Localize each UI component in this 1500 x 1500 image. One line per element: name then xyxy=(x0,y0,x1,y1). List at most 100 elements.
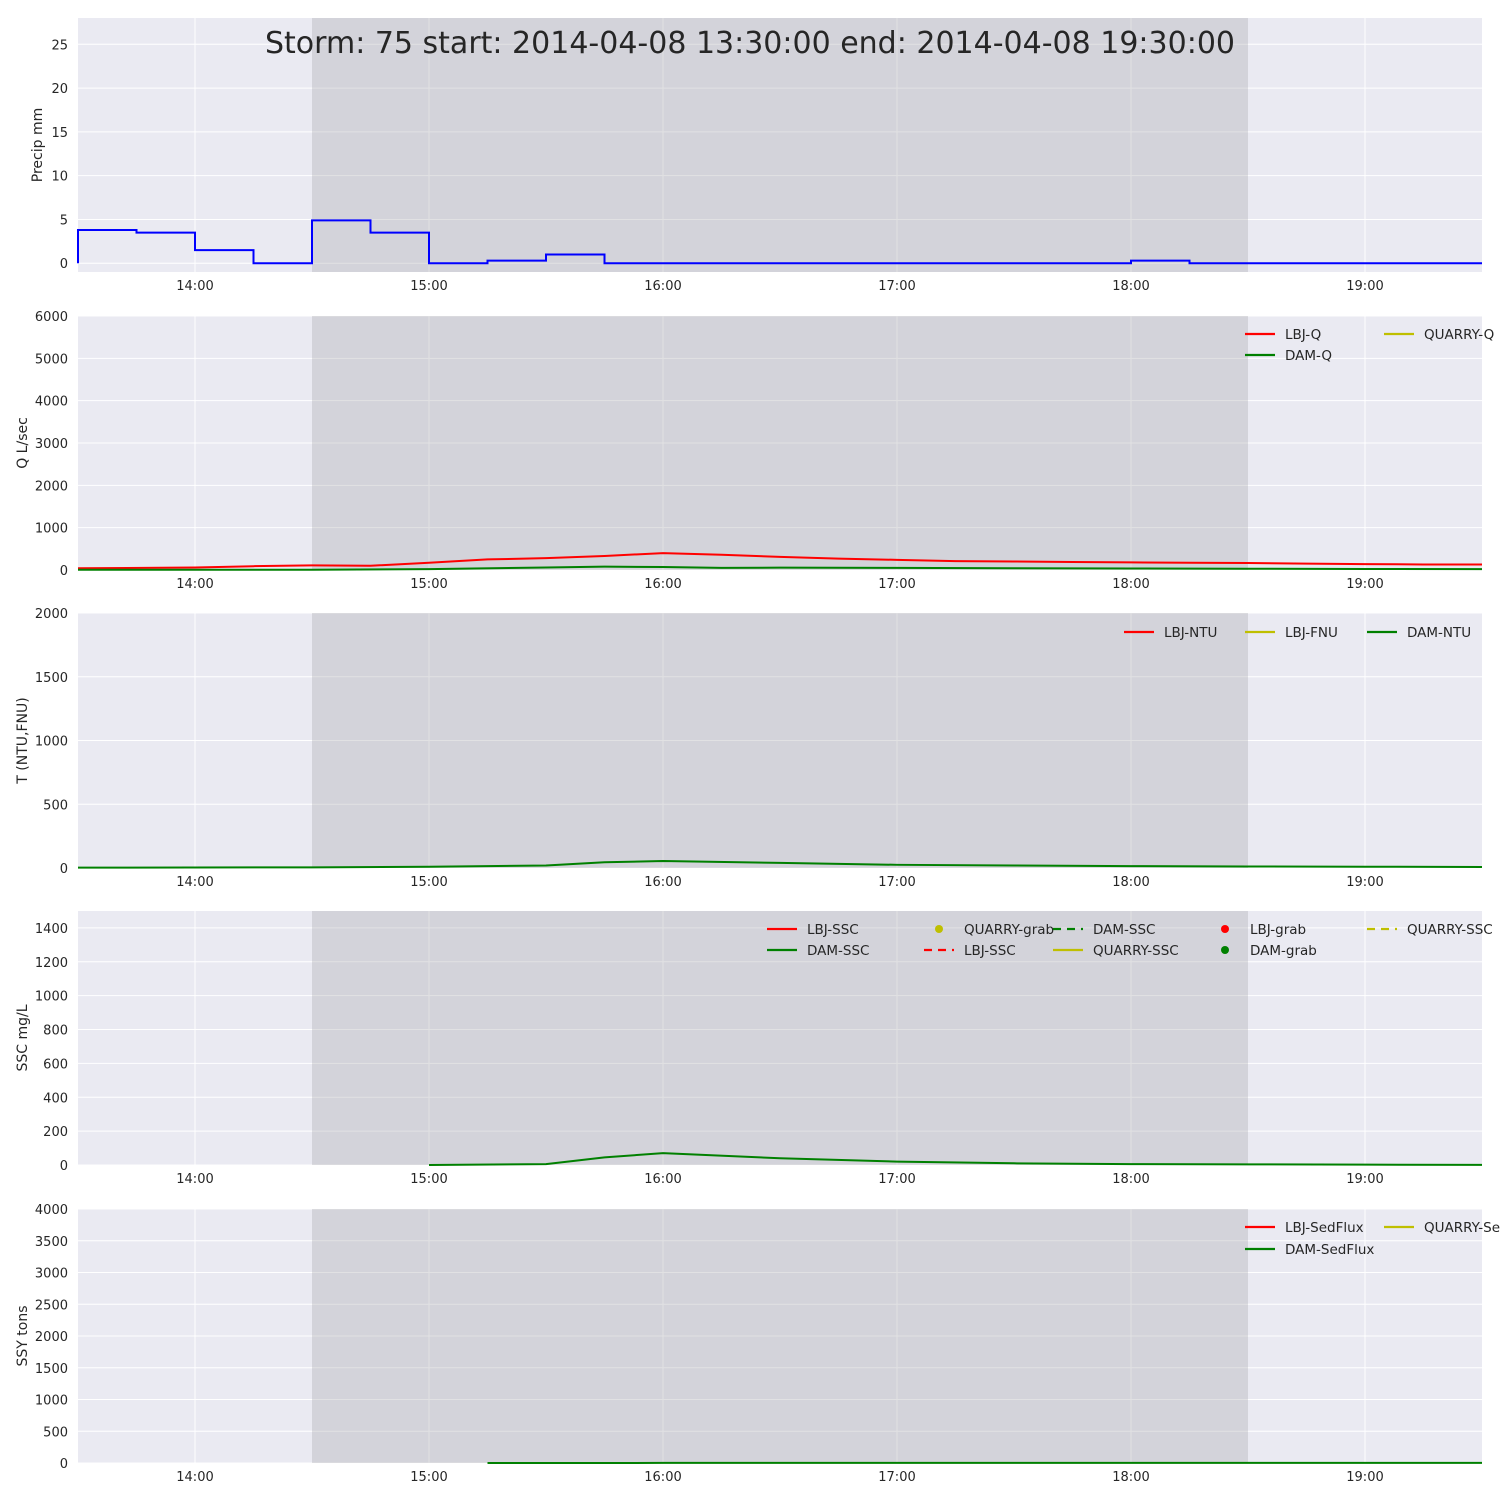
legend-label: QUARRY-SSC xyxy=(1407,922,1493,938)
y-tick-label: 1000 xyxy=(35,735,68,750)
x-tick-label: 15:00 xyxy=(410,279,447,294)
panel-sedflux: 0 500 1000 1500 2000 2500 3000 3500 4000 14:00 15:… xyxy=(15,1203,1500,1485)
series-line-dam xyxy=(428,1152,1483,1166)
y-tick-label: 1000 xyxy=(35,990,68,1005)
y-tick-label: 0 xyxy=(60,257,68,272)
x-tick-label: 19:00 xyxy=(1346,279,1383,294)
legend-label: LBJ-SSC xyxy=(807,922,859,938)
x-tick-label: 18:00 xyxy=(1112,279,1149,294)
y-tick-label: 5000 xyxy=(35,352,68,367)
legend-label: LBJ-SedFlux xyxy=(1285,1220,1364,1236)
legend-label: DAM-Q xyxy=(1285,348,1332,364)
series-line-lbj xyxy=(77,552,1482,570)
storm-window-shade xyxy=(312,613,1248,868)
y-axis-label: Q L/sec xyxy=(15,417,31,469)
x-tick-label: 17:00 xyxy=(878,875,915,890)
y-tick-label: 600 xyxy=(43,1057,68,1072)
y-tick-label: 1500 xyxy=(35,1362,68,1377)
x-tick-label: 14:00 xyxy=(176,1470,213,1485)
x-tick-label: 15:00 xyxy=(410,875,447,890)
y-axis-label: SSY tons xyxy=(15,1306,31,1367)
plot-area xyxy=(78,911,1482,1165)
y-tick-label: 20 xyxy=(51,82,68,97)
x-tick-label: 14:00 xyxy=(176,279,213,294)
y-tick-label: 1200 xyxy=(35,956,68,971)
y-axis-label: SSC mg/L xyxy=(15,1004,31,1071)
legend-marker-dot xyxy=(1221,946,1229,954)
x-tick-label: 19:00 xyxy=(1346,1470,1383,1485)
x-tick-label: 17:00 xyxy=(878,1172,915,1187)
y-tick-label: 0 xyxy=(60,564,68,579)
y-tick-label: 10 xyxy=(51,170,68,185)
y-tick-label: 500 xyxy=(43,1425,68,1440)
x-tick-label: 17:00 xyxy=(878,1470,915,1485)
storm-window-shade xyxy=(312,316,1248,570)
legend-label: DAM-NTU xyxy=(1407,625,1471,641)
x-tick-label: 15:00 xyxy=(410,1172,447,1187)
panel-discharge: 0 1000 2000 3000 4000 5000 6000 14:00 15:00 16:00… xyxy=(15,310,1494,592)
legend-label: QUARRY-Q xyxy=(1424,327,1494,343)
x-tick-label: 18:00 xyxy=(1112,577,1149,592)
y-tick-label: 500 xyxy=(43,798,68,813)
legend: LBJ-NTU LBJ-FNU DAM-NTU xyxy=(1124,625,1471,641)
x-tick-label: 17:00 xyxy=(878,577,915,592)
x-tick-label: 19:00 xyxy=(1346,1172,1383,1187)
storm-window-shade xyxy=(312,1209,1248,1463)
y-tick-label: 4000 xyxy=(35,1203,68,1218)
x-tick-label: 19:00 xyxy=(1346,875,1383,890)
x-tick-label: 17:00 xyxy=(878,279,915,294)
legend-label: LBJ-FNU xyxy=(1285,625,1338,641)
y-tick-label: 400 xyxy=(43,1091,68,1106)
legend-label: LBJ-grab xyxy=(1250,922,1306,938)
legend-label: DAM-SSC xyxy=(807,943,869,959)
y-tick-label: 0 xyxy=(60,1457,68,1472)
y-tick-label: 2000 xyxy=(35,479,68,494)
x-tick-label: 15:00 xyxy=(410,577,447,592)
legend-marker-dot xyxy=(1221,925,1229,933)
y-tick-label: 2500 xyxy=(35,1298,68,1313)
x-tick-label: 16:00 xyxy=(644,875,681,890)
y-tick-label: 2000 xyxy=(35,1330,68,1345)
y-tick-label: 2000 xyxy=(35,607,68,622)
series-line-dam xyxy=(78,565,1483,571)
legend: LBJ-SedFlux DAM-SedFlux QUARRY-SedFlux xyxy=(1245,1220,1500,1258)
panel-ssc: 0 200 400 600 800 1000 1200 1400 14:00 15:00 16:00… xyxy=(15,911,1493,1187)
x-tick-label: 14:00 xyxy=(176,1172,213,1187)
y-axis-label: T (NTU,FNU) xyxy=(15,697,31,784)
series-line-precip xyxy=(77,219,1482,265)
x-tick-label: 16:00 xyxy=(644,1172,681,1187)
panel-turbidity: 0 500 1000 1500 2000 14:00 15:00 16:00 17:00 18:0… xyxy=(15,607,1483,890)
y-tick-label: 1000 xyxy=(35,1394,68,1409)
legend-label: LBJ-SSC xyxy=(964,943,1016,959)
x-tick-label: 16:00 xyxy=(644,279,681,294)
y-tick-label: 4000 xyxy=(35,395,68,410)
y-tick-label: 1500 xyxy=(35,671,68,686)
legend: LBJ-Q DAM-Q QUARRY-Q xyxy=(1245,327,1494,364)
legend-label: QUARRY-grab xyxy=(964,922,1054,938)
x-tick-label: 19:00 xyxy=(1346,577,1383,592)
x-tick-label: 16:00 xyxy=(644,1470,681,1485)
y-tick-label: 3000 xyxy=(35,1267,68,1282)
x-tick-label: 15:00 xyxy=(410,1470,447,1485)
legend-label: DAM-SSC xyxy=(1093,922,1155,938)
y-tick-label: 15 xyxy=(51,126,68,141)
y-tick-label: 200 xyxy=(43,1125,68,1140)
x-tick-label: 18:00 xyxy=(1112,875,1149,890)
y-tick-label: 1400 xyxy=(35,922,68,937)
storm-window-shade xyxy=(312,18,1248,272)
y-tick-label: 3500 xyxy=(35,1235,68,1250)
y-tick-label: 25 xyxy=(51,38,68,53)
x-tick-label: 16:00 xyxy=(644,577,681,592)
y-tick-label: 0 xyxy=(60,1159,68,1174)
y-tick-label: 800 xyxy=(43,1024,68,1039)
legend-marker-dot xyxy=(935,925,943,933)
legend-label: DAM-grab xyxy=(1250,943,1317,959)
storm-window-shade xyxy=(312,911,1248,1165)
legend-label: QUARRY-SSC xyxy=(1093,943,1179,959)
legend-label: LBJ-NTU xyxy=(1164,625,1217,641)
legend-label: DAM-SedFlux xyxy=(1285,1242,1374,1258)
legend: LBJ-SSC DAM-SSC QUARRY-grab LBJ-SSC DAM-SSC Q… xyxy=(767,922,1493,959)
panel-precip: 0 5 10 15 20 25 14:00 15:00 16:00 17:00 18:00 19:00… xyxy=(30,18,1482,294)
series-line-dam xyxy=(77,859,1483,869)
